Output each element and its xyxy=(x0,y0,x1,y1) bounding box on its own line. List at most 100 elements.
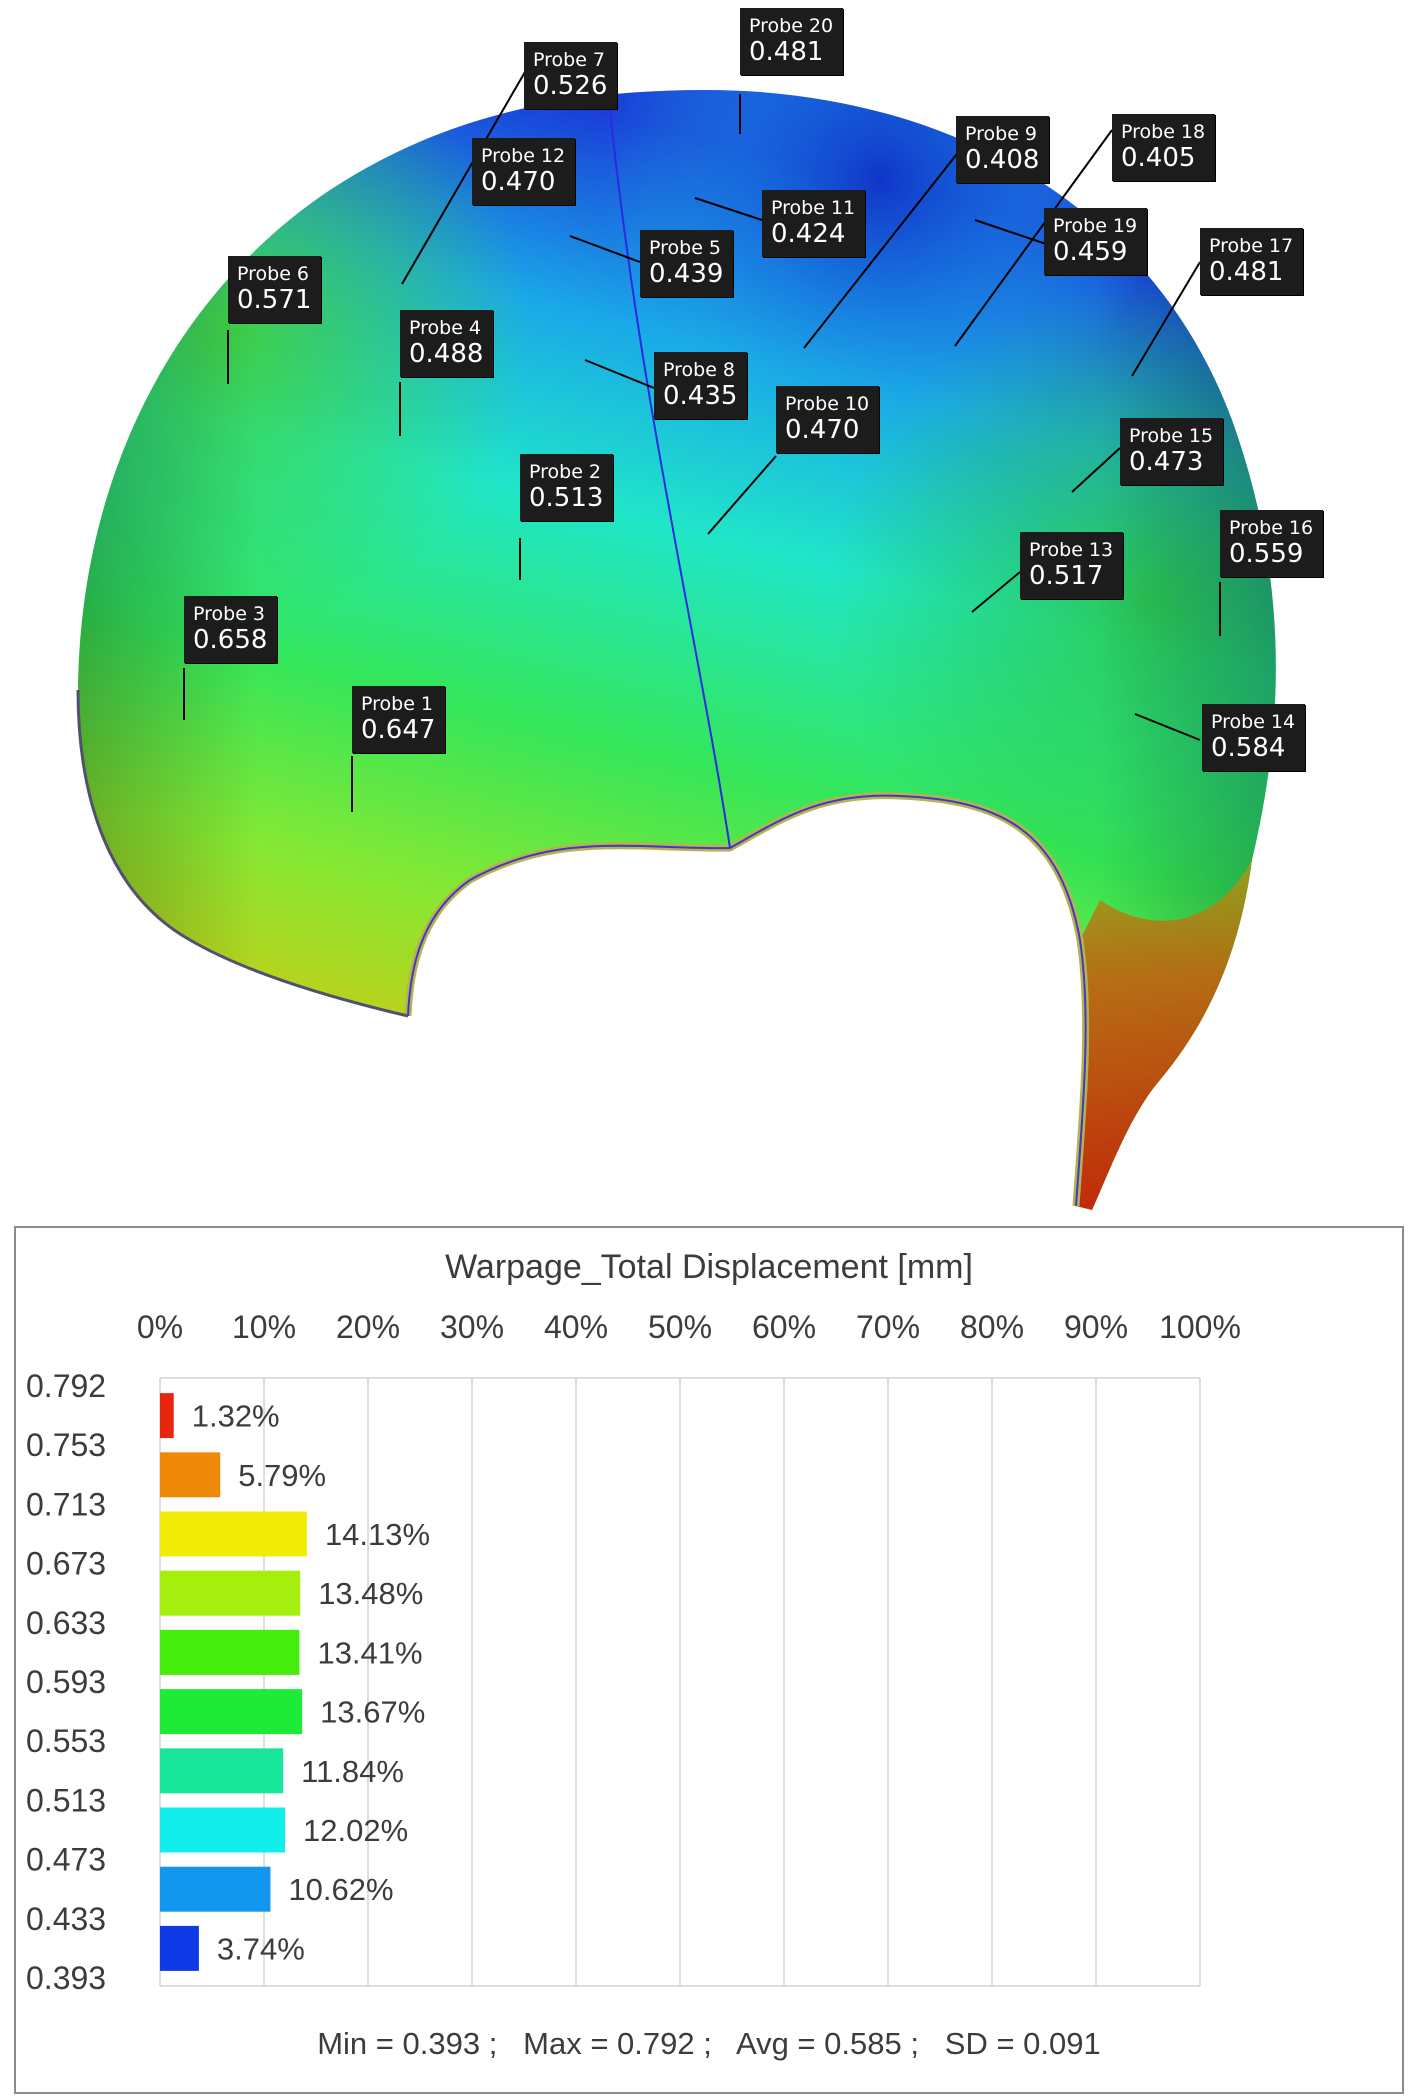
probe-value: 0.658 xyxy=(193,625,268,655)
x-tick-label: 80% xyxy=(960,1309,1024,1345)
probe-name: Probe 12 xyxy=(481,145,566,167)
bar-value-label: 13.67% xyxy=(320,1695,425,1730)
y-tick-label: 0.673 xyxy=(26,1546,106,1582)
warpage-model xyxy=(76,71,1276,1210)
y-tick-label: 0.753 xyxy=(26,1427,106,1463)
probe-value: 0.473 xyxy=(1129,447,1204,477)
probe-name: Probe 3 xyxy=(193,603,266,625)
probe-name: Probe 8 xyxy=(663,359,736,381)
histogram-bar xyxy=(160,1511,307,1557)
probe-label-4[interactable]: Probe 4 0.488 xyxy=(400,310,494,377)
probe-label-13[interactable]: Probe 13 0.517 xyxy=(1020,532,1124,599)
legend-title: Warpage_Total Displacement [mm] xyxy=(445,1248,973,1286)
probe-name: Probe 6 xyxy=(237,263,310,285)
probe-label-10[interactable]: Probe 10 0.470 xyxy=(776,386,880,453)
result-legend-panel: Warpage_Total Displacement [mm] 0% 10% 20%… xyxy=(14,1226,1404,2094)
bar-value-label: 1.32% xyxy=(192,1399,280,1434)
probe-value: 0.584 xyxy=(1211,733,1286,763)
probe-value: 0.571 xyxy=(237,285,312,315)
bar-value-label: 12.02% xyxy=(303,1813,408,1848)
probe-value: 0.488 xyxy=(409,339,484,369)
probe-name: Probe 10 xyxy=(785,393,870,415)
probe-label-17[interactable]: Probe 17 0.481 xyxy=(1200,228,1304,295)
probe-label-19[interactable]: Probe 19 0.459 xyxy=(1044,208,1148,275)
y-tick-label: 0.633 xyxy=(26,1605,106,1641)
probe-name: Probe 17 xyxy=(1209,235,1294,257)
probe-value: 0.470 xyxy=(481,167,556,197)
probe-name: Probe 11 xyxy=(771,197,856,219)
probe-label-11[interactable]: Probe 11 0.424 xyxy=(762,190,866,257)
histogram-bar xyxy=(160,1807,286,1853)
x-tick-label: 40% xyxy=(544,1309,608,1345)
y-tick-label: 0.593 xyxy=(26,1664,106,1700)
x-tick-label: 60% xyxy=(752,1309,816,1345)
x-tick-label: 90% xyxy=(1064,1309,1128,1345)
histogram-bar xyxy=(160,1393,174,1439)
probe-leader-lines xyxy=(183,71,1221,812)
y-tick-label: 0.473 xyxy=(26,1842,106,1878)
probe-value: 0.481 xyxy=(1209,257,1284,287)
probe-name: Probe 13 xyxy=(1029,539,1114,561)
probe-label-12[interactable]: Probe 12 0.470 xyxy=(472,138,576,205)
bar-value-label: 14.13% xyxy=(325,1517,430,1552)
probe-label-7[interactable]: Probe 7 0.526 xyxy=(524,42,618,109)
y-tick-label: 0.433 xyxy=(26,1901,106,1937)
histogram-bar xyxy=(160,1748,284,1794)
probe-label-14[interactable]: Probe 14 0.584 xyxy=(1202,704,1306,771)
x-tick-label: 20% xyxy=(336,1309,400,1345)
x-tick-label: 0% xyxy=(137,1309,183,1345)
probe-value: 0.647 xyxy=(361,715,436,745)
probe-label-16[interactable]: Probe 16 0.559 xyxy=(1220,510,1324,577)
probe-label-15[interactable]: Probe 15 0.473 xyxy=(1120,418,1224,485)
probe-name: Probe 2 xyxy=(529,461,602,483)
histogram-bar xyxy=(160,1925,199,1971)
probe-name: Probe 14 xyxy=(1211,711,1296,733)
x-tick-label: 10% xyxy=(232,1309,296,1345)
probe-name: Probe 15 xyxy=(1129,425,1214,447)
probe-label-6[interactable]: Probe 6 0.571 xyxy=(228,256,322,323)
probe-name: Probe 7 xyxy=(533,49,606,71)
probe-value: 0.408 xyxy=(965,145,1040,175)
y-tick-label: 0.553 xyxy=(26,1723,106,1759)
y-tick-label: 0.792 xyxy=(26,1368,106,1404)
histogram-bar xyxy=(160,1629,300,1675)
probe-name: Probe 4 xyxy=(409,317,482,339)
probe-label-8[interactable]: Probe 8 0.435 xyxy=(654,352,748,419)
histogram-bar xyxy=(160,1689,303,1735)
probe-label-1[interactable]: Probe 1 0.647 xyxy=(352,686,446,753)
y-tick-label: 0.513 xyxy=(26,1782,106,1818)
bar-value-label: 3.74% xyxy=(217,1931,305,1966)
bar-value-label: 11.84% xyxy=(301,1754,404,1789)
statistics-summary: Min = 0.393 ; Max = 0.792 ; Avg = 0.585 … xyxy=(317,2026,1101,2061)
probe-value: 0.513 xyxy=(529,483,604,513)
probe-value: 0.435 xyxy=(663,381,738,411)
y-tick-label: 0.713 xyxy=(26,1486,106,1522)
bar-value-label: 13.41% xyxy=(317,1635,422,1670)
bar-value-label: 5.79% xyxy=(238,1458,326,1493)
x-tick-label: 30% xyxy=(440,1309,504,1345)
probe-label-3[interactable]: Probe 3 0.658 xyxy=(184,596,278,663)
probe-value: 0.517 xyxy=(1029,561,1104,591)
probe-name: Probe 16 xyxy=(1229,517,1314,539)
bar-value-label: 13.48% xyxy=(318,1576,423,1611)
probe-label-20[interactable]: Probe 20 0.481 xyxy=(740,8,844,75)
probe-label-9[interactable]: Probe 9 0.408 xyxy=(956,116,1050,183)
x-tick-label: 50% xyxy=(648,1309,712,1345)
probe-value: 0.424 xyxy=(771,219,846,249)
bar-value-label: 10.62% xyxy=(288,1872,393,1907)
shell-surface xyxy=(76,90,1276,1210)
probe-label-2[interactable]: Probe 2 0.513 xyxy=(520,454,614,521)
probe-label-18[interactable]: Probe 18 0.405 xyxy=(1112,114,1216,181)
model-viewport[interactable]: Probe 1 0.647 Probe 2 0.513 Probe 3 0.65… xyxy=(0,0,1416,1215)
histogram-bar xyxy=(160,1452,221,1498)
probe-value: 0.481 xyxy=(749,37,824,67)
distribution-histogram: 0% 10% 20% 30% 40% 50% 60% 70% 80% 90% 100% 0.792 0.… xyxy=(26,1309,1241,1996)
probe-label-5[interactable]: Probe 5 0.439 xyxy=(640,230,734,297)
probe-value: 0.526 xyxy=(533,71,608,101)
probe-value: 0.459 xyxy=(1053,237,1128,267)
probe-name: Probe 9 xyxy=(965,123,1038,145)
x-tick-label: 70% xyxy=(856,1309,920,1345)
x-tick-label: 100% xyxy=(1159,1309,1241,1345)
probe-value: 0.405 xyxy=(1121,143,1196,173)
histogram-bar xyxy=(160,1866,271,1912)
